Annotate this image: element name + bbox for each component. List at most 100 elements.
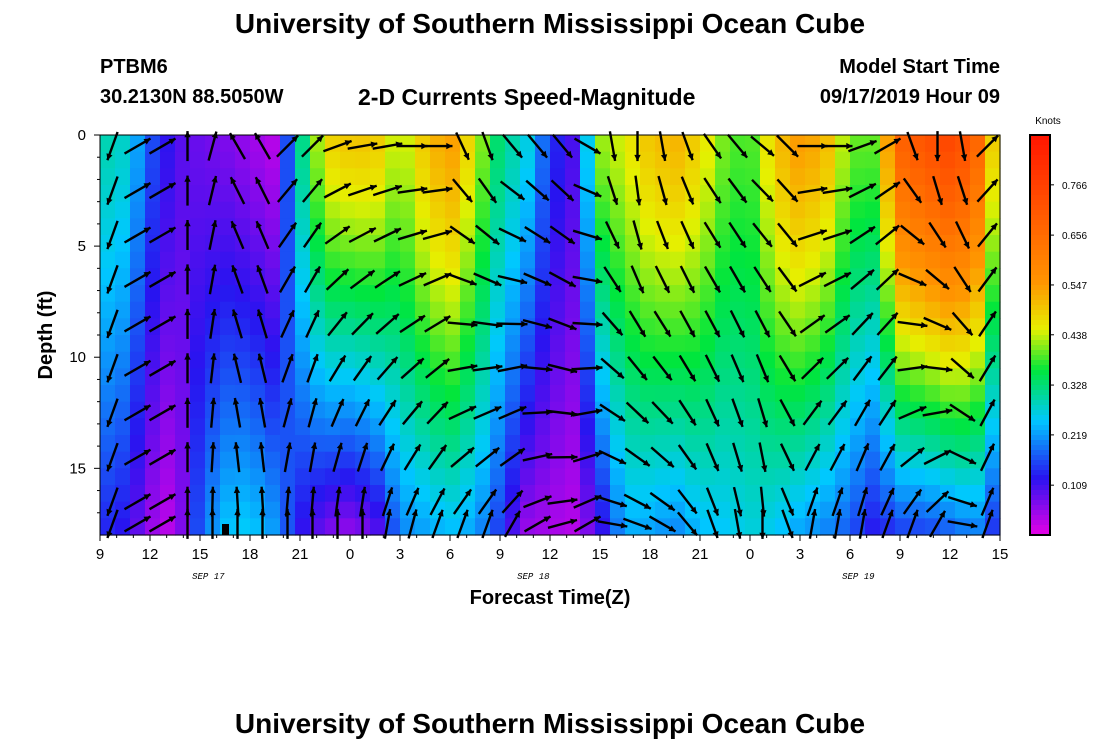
- current-vector: [230, 220, 245, 250]
- heatmap-cell: [445, 518, 461, 536]
- heatmap-cell: [955, 335, 971, 353]
- heatmap-cell: [205, 368, 221, 386]
- heatmap-cell: [190, 485, 206, 503]
- current-vector: [379, 443, 396, 472]
- current-vector: [332, 442, 343, 473]
- heatmap-cell: [325, 485, 341, 503]
- heatmap-cell: [745, 201, 761, 219]
- heatmap-cell: [550, 251, 566, 269]
- current-vector: [106, 353, 119, 383]
- heatmap-cell: [400, 485, 416, 503]
- heatmap-cell: [565, 201, 581, 219]
- heatmap-cell: [865, 235, 881, 253]
- current-vector: [405, 487, 420, 516]
- heatmap-cell: [775, 468, 791, 486]
- heatmap-cell: [190, 335, 206, 353]
- heatmap-cell: [550, 151, 566, 169]
- heatmap-cell: [355, 235, 371, 253]
- current-vector: [623, 493, 652, 510]
- current-vector: [523, 515, 552, 533]
- heatmap-cell: [865, 318, 881, 336]
- heatmap-cell: [370, 335, 386, 353]
- heatmap-cell: [115, 351, 131, 369]
- x-tick-label: 18: [242, 546, 259, 563]
- heatmap-cell: [895, 451, 911, 469]
- heatmap-cell: [670, 351, 686, 369]
- heatmap-cell: [520, 418, 536, 436]
- heatmap-cell: [655, 435, 671, 453]
- current-vector: [503, 510, 522, 538]
- colorbar-segment: [1030, 220, 1050, 226]
- heatmap-cell: [565, 485, 581, 503]
- heatmap-cell: [970, 435, 986, 453]
- current-vector: [603, 266, 622, 293]
- heatmap-cell: [325, 318, 341, 336]
- heatmap-cell: [565, 301, 581, 319]
- heatmap-cell: [295, 201, 311, 219]
- heatmap-cell: [790, 468, 806, 486]
- heatmap-cell: [655, 301, 671, 319]
- heatmap-cell: [640, 151, 656, 169]
- heatmap-cell: [490, 518, 506, 536]
- heatmap-cell: [595, 335, 611, 353]
- heatmap-cell: [430, 485, 446, 503]
- heatmap-cell: [685, 301, 701, 319]
- heatmap-cell: [865, 518, 881, 536]
- heatmap-cell: [145, 251, 161, 269]
- current-vector: [906, 509, 919, 539]
- heatmap-cell: [235, 218, 251, 236]
- heatmap-cell: [685, 468, 701, 486]
- current-vector: [106, 487, 119, 517]
- current-vector: [928, 510, 947, 538]
- heatmap-cell: [535, 251, 551, 269]
- heatmap-cell: [835, 235, 851, 253]
- current-vector: [148, 137, 177, 155]
- heatmap-cell: [865, 251, 881, 269]
- heatmap-cell: [145, 351, 161, 369]
- heatmap-cell: [505, 468, 521, 486]
- heatmap-cell: [115, 435, 131, 453]
- heatmap-cell: [205, 385, 221, 403]
- current-vector: [498, 405, 527, 420]
- heatmap-cell: [745, 368, 761, 386]
- heatmap-cell: [280, 201, 296, 219]
- heatmap-cell: [130, 368, 146, 386]
- heatmap-cell: [190, 451, 206, 469]
- current-vector: [806, 487, 819, 517]
- heatmap-cell: [610, 151, 626, 169]
- heatmap-cell: [505, 368, 521, 386]
- heatmap-cell: [250, 435, 266, 453]
- heatmap-cell: [445, 335, 461, 353]
- heatmap-cell: [565, 468, 581, 486]
- heatmap-cell: [505, 235, 521, 253]
- current-vector: [374, 270, 401, 289]
- heatmap-cell: [550, 518, 566, 536]
- heatmap-cell: [460, 301, 476, 319]
- current-vector: [754, 310, 771, 338]
- heatmap-cell: [535, 218, 551, 236]
- heatmap-cell: [610, 435, 626, 453]
- heatmap-cell: [295, 485, 311, 503]
- current-vector: [925, 490, 950, 513]
- current-vector: [303, 265, 322, 294]
- current-vector: [572, 451, 603, 463]
- current-vector: [572, 275, 603, 285]
- heatmap-cell: [670, 168, 686, 186]
- heatmap-cell: [400, 335, 416, 353]
- heatmap-cell: [115, 385, 131, 403]
- heatmap-cell: [925, 235, 941, 253]
- x-axis-title: Forecast Time(Z): [470, 587, 631, 609]
- heatmap-cell: [565, 135, 581, 153]
- current-vector: [547, 409, 578, 417]
- current-vector: [848, 182, 877, 199]
- heatmap-cell: [760, 518, 776, 536]
- heatmap-cell: [640, 418, 656, 436]
- heatmap-cell: [730, 168, 746, 186]
- heatmap-cell: [610, 335, 626, 353]
- colorbar-segment: [1030, 385, 1050, 391]
- heatmap-cell: [190, 468, 206, 486]
- heatmap-cell: [445, 235, 461, 253]
- colorbar-segment: [1030, 515, 1050, 521]
- colorbar-segment: [1030, 215, 1050, 221]
- current-vector: [928, 221, 947, 249]
